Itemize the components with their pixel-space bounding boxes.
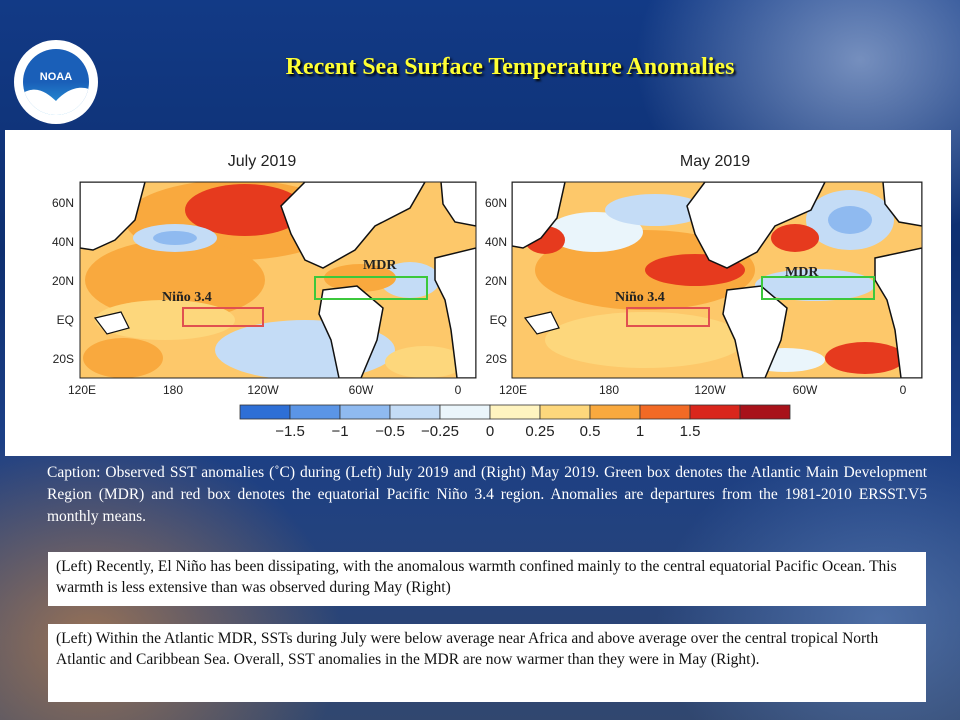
lon-tick-left: 120W <box>247 383 279 397</box>
colorbar <box>239 404 791 420</box>
nino-label-left: Niño 3.4 <box>162 290 212 305</box>
colorbar-label: 1 <box>636 423 644 440</box>
sst-maps: July 2019 MDR Niño 3.4 <box>52 153 923 440</box>
map-title-right: May 2019 <box>680 153 750 170</box>
lat-tick-left: 20S <box>53 352 74 366</box>
lat-tick-right: 60N <box>485 196 507 210</box>
summary-box-atlantic: (Left) Within the Atlantic MDR, SSTs dur… <box>48 624 926 702</box>
noaa-logo: NOAA <box>14 40 98 124</box>
right-lon-ticks: 120E 180 120W 60W 0 <box>499 383 907 397</box>
mdr-label-left: MDR <box>363 258 397 273</box>
lon-tick-left: 60W <box>349 383 374 397</box>
colorbar-label: −1 <box>331 423 348 440</box>
colorbar-swatch <box>739 404 791 420</box>
lon-tick-left: 0 <box>455 383 462 397</box>
mdr-box-left <box>314 276 428 300</box>
figure-caption: Caption: Observed SST anomalies (˚C) dur… <box>47 464 927 525</box>
lat-tick-left: 40N <box>52 235 74 249</box>
map-panel: July 2019 MDR Niño 3.4 <box>5 130 951 456</box>
colorbar-swatch <box>489 404 541 420</box>
colorbar-swatch <box>339 404 391 420</box>
lon-tick-right: 60W <box>793 383 818 397</box>
map-title-left: July 2019 <box>228 153 297 170</box>
seagull-icon <box>23 87 89 115</box>
left-map-field <box>80 182 476 378</box>
lat-tick-right: EQ <box>490 313 507 327</box>
left-lat-ticks: 60N 40N 20N EQ 20S <box>52 196 74 366</box>
mdr-label-right: MDR <box>785 265 819 280</box>
lon-tick-right: 0 <box>900 383 907 397</box>
colorbar-swatch <box>539 404 591 420</box>
colorbar-label: 0.25 <box>525 423 554 440</box>
slide-title: Recent Sea Surface Temperature Anomalies <box>285 54 735 80</box>
colorbar-swatch <box>239 404 291 420</box>
mdr-box-right <box>761 276 875 300</box>
lat-tick-right: 40N <box>485 235 507 249</box>
colorbar-swatch <box>639 404 691 420</box>
colorbar-label: 0.5 <box>580 423 601 440</box>
lat-tick-left: EQ <box>57 313 74 327</box>
colorbar-label: −0.25 <box>421 423 459 440</box>
lon-tick-right: 120E <box>499 383 527 397</box>
colorbar-swatch <box>589 404 641 420</box>
nino-label-right: Niño 3.4 <box>615 290 665 305</box>
lat-tick-right: 20S <box>486 352 507 366</box>
nino-box-right <box>626 307 710 327</box>
colorbar-labels: −1.5 −1 −0.5 −0.25 0 0.25 0.5 1 1.5 <box>275 423 700 440</box>
nino-box-left <box>182 307 264 327</box>
lat-tick-left: 20N <box>52 274 74 288</box>
right-map-field <box>512 182 922 378</box>
colorbar-swatch <box>439 404 491 420</box>
left-lon-ticks: 120E 180 120W 60W 0 <box>68 383 462 397</box>
colorbar-label: 1.5 <box>680 423 701 440</box>
noaa-logo-text: NOAA <box>39 71 73 83</box>
lat-tick-left: 60N <box>52 196 74 210</box>
colorbar-label: −0.5 <box>375 423 405 440</box>
summary-box-pacific: (Left) Recently, El Niño has been dissip… <box>48 552 926 606</box>
lon-tick-left: 180 <box>163 383 183 397</box>
lon-tick-right: 180 <box>599 383 619 397</box>
colorbar-swatch <box>689 404 741 420</box>
lon-tick-left: 120E <box>68 383 96 397</box>
right-lat-ticks: 60N 40N 20N EQ 20S <box>485 196 507 366</box>
colorbar-swatch <box>289 404 341 420</box>
lat-tick-right: 20N <box>485 274 507 288</box>
colorbar-label: 0 <box>486 423 494 440</box>
colorbar-swatch <box>389 404 441 420</box>
lon-tick-right: 120W <box>694 383 726 397</box>
colorbar-label: −1.5 <box>275 423 305 440</box>
